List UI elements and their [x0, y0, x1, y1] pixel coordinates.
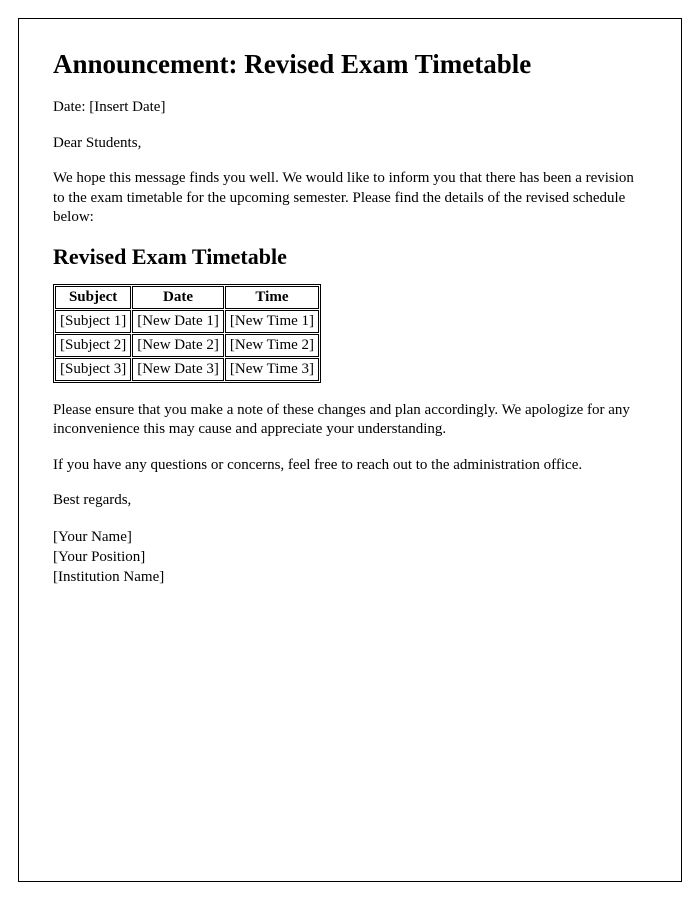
table-cell: [New Date 1]	[132, 310, 224, 333]
table-header: Subject	[55, 286, 131, 309]
table-cell: [New Time 1]	[225, 310, 319, 333]
table-row: [Subject 1] [New Date 1] [New Time 1]	[55, 310, 319, 333]
subheading: Revised Exam Timetable	[53, 244, 647, 270]
table-cell: [New Date 3]	[132, 358, 224, 381]
table-cell: [New Time 2]	[225, 334, 319, 357]
page-title: Announcement: Revised Exam Timetable	[53, 49, 647, 80]
signature-institution: [Institution Name]	[53, 567, 647, 587]
table-header: Time	[225, 286, 319, 309]
intro-paragraph: We hope this message finds you well. We …	[53, 169, 647, 228]
table-header: Date	[132, 286, 224, 309]
signature-position: [Your Position]	[53, 547, 647, 567]
signature-block: [Your Name] [Your Position] [Institution…	[53, 527, 647, 588]
table-cell: [Subject 1]	[55, 310, 131, 333]
contact-paragraph: If you have any questions or concerns, f…	[53, 456, 647, 476]
salutation: Dear Students,	[53, 134, 647, 154]
table-cell: [Subject 3]	[55, 358, 131, 381]
table-cell: [New Time 3]	[225, 358, 319, 381]
table-cell: [New Date 2]	[132, 334, 224, 357]
table-cell: [Subject 2]	[55, 334, 131, 357]
table-row: [Subject 2] [New Date 2] [New Time 2]	[55, 334, 319, 357]
signature-name: [Your Name]	[53, 527, 647, 547]
exam-table: Subject Date Time [Subject 1] [New Date …	[53, 284, 321, 383]
table-header-row: Subject Date Time	[55, 286, 319, 309]
date-line: Date: [Insert Date]	[53, 98, 647, 118]
table-row: [Subject 3] [New Date 3] [New Time 3]	[55, 358, 319, 381]
document-page: Announcement: Revised Exam Timetable Dat…	[18, 18, 682, 882]
note-paragraph: Please ensure that you make a note of th…	[53, 401, 647, 440]
closing: Best regards,	[53, 491, 647, 511]
